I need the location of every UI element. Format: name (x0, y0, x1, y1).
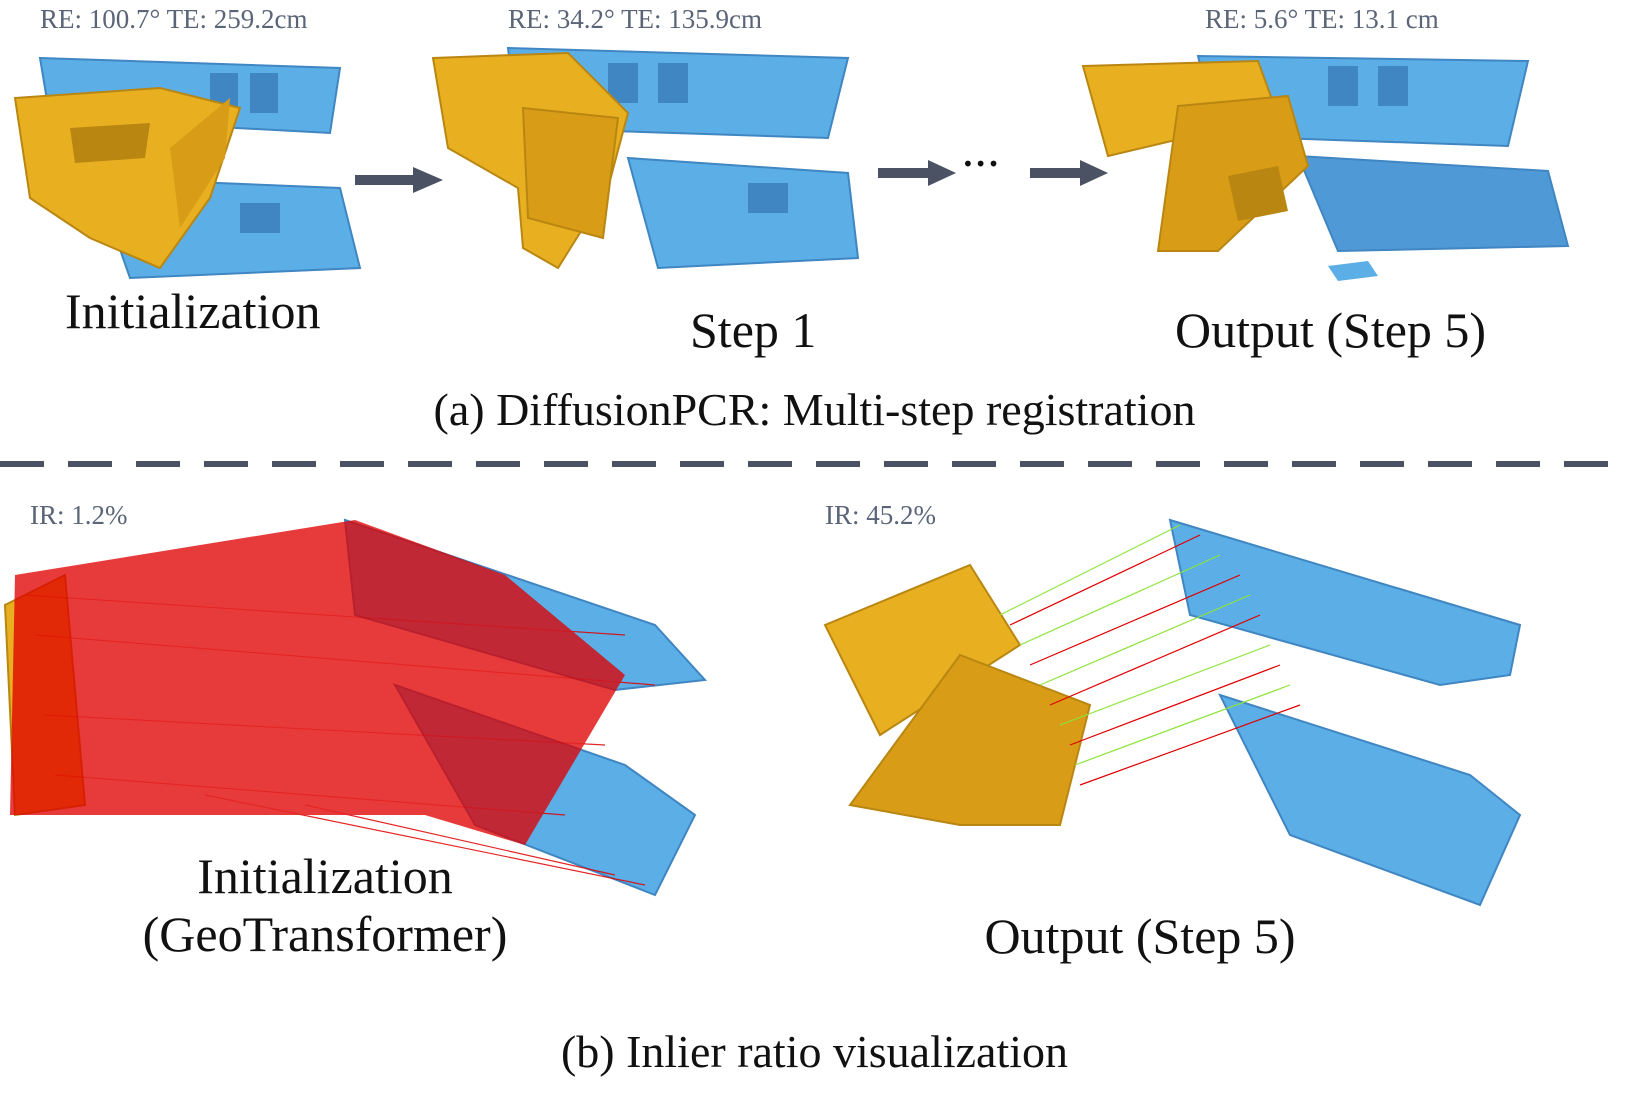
step-metric-step-1: RE: 34.2° TE: 135.9cm (508, 4, 763, 34)
step-label-initialization: Initialization (65, 283, 321, 339)
view-metric-output: IR: 45.2% (825, 500, 936, 530)
target-cloud-back (1168, 518, 1522, 687)
step-metric-output: RE: 5.6° TE: 13.1 cm (1205, 4, 1439, 34)
arrow-2 (878, 158, 958, 193)
target-cloud-table (626, 156, 860, 270)
point-cloud-step-1 (431, 46, 860, 270)
target-cloud-table (1218, 693, 1522, 907)
arrow-1 (355, 165, 445, 202)
view-label-output: Output (Step 5) (984, 908, 1296, 964)
point-cloud-output (1081, 54, 1570, 281)
target-cloud-table (1296, 154, 1570, 253)
point-cloud-initialization (13, 56, 362, 280)
step-metric-initialization: RE: 100.7° TE: 259.2cm (40, 4, 308, 34)
view-metric-initialization: IR: 1.2% (30, 500, 128, 530)
outlier-lines (10, 520, 656, 886)
inlier-lines (999, 524, 1301, 786)
view-label-initialization-line-1: Initialization (197, 848, 453, 904)
correspondence-initialization (3, 518, 708, 897)
ellipsis: ••• (962, 152, 1001, 176)
view-label-initialization: Initialization (GeoTransformer) (125, 848, 525, 963)
caption-panel-a: (a) DiffusionPCR: Multi-step registratio… (433, 384, 1196, 435)
source-cloud-box (1156, 94, 1310, 252)
correspondence-output (823, 518, 1522, 907)
view-label-initialization-line-2: (GeoTransformer) (142, 905, 508, 962)
caption-panel-b: (b) Inlier ratio visualization (560, 1026, 1069, 1077)
arrow-3 (1030, 158, 1110, 193)
step-label-output: Output (Step 5) (1175, 302, 1487, 358)
section-divider (0, 461, 1629, 467)
step-label-step-1: Step 1 (690, 302, 817, 358)
